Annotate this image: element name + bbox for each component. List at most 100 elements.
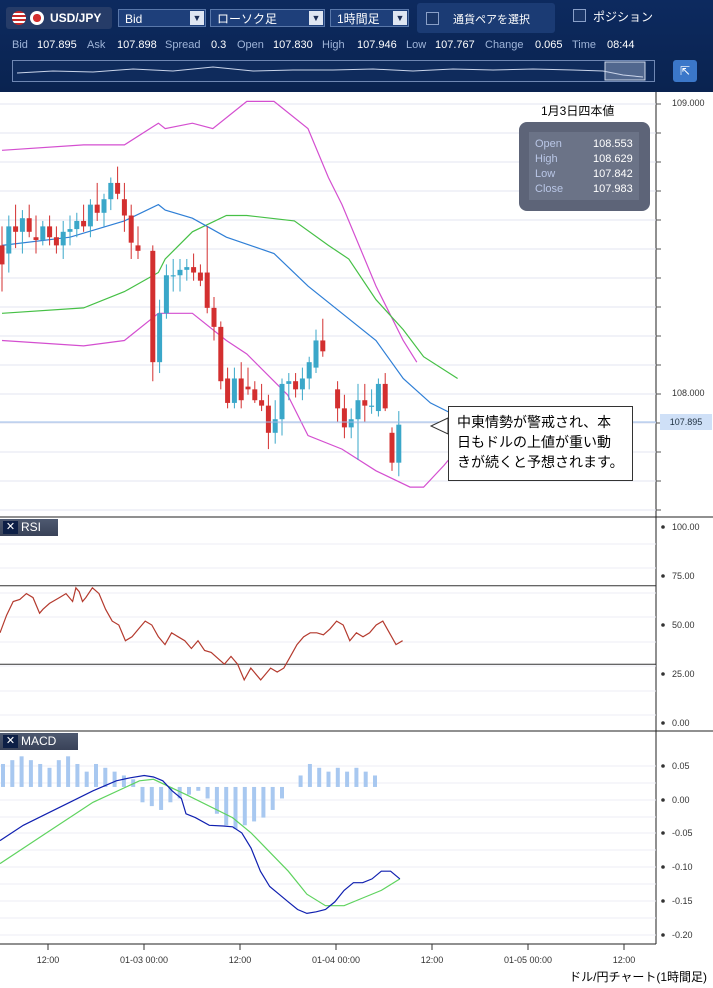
ohlc-inner: Open 108.553 High 108.629 Low 107.842 Cl… bbox=[529, 132, 639, 200]
navigator-jump-button[interactable]: ⇱ bbox=[673, 60, 697, 82]
rsi-tick-label: 75.00 bbox=[672, 571, 695, 581]
change-label: Change bbox=[485, 39, 524, 51]
candle-body bbox=[238, 378, 244, 401]
candle-body bbox=[348, 419, 354, 428]
price-tick-label: 109.000 bbox=[672, 98, 705, 108]
close-icon[interactable]: ✕ bbox=[3, 521, 18, 534]
price-type-select[interactable]: Bid ▼ bbox=[118, 9, 206, 27]
candle-body bbox=[252, 389, 258, 401]
ohlc-close-value: 107.983 bbox=[593, 183, 633, 195]
price-chart bbox=[0, 100, 656, 488]
axis-tick-dot bbox=[661, 721, 665, 725]
axis-tick-dot bbox=[661, 764, 665, 768]
candle-body bbox=[94, 204, 100, 213]
position-label: ポジション bbox=[593, 10, 654, 24]
macd-histogram-bar bbox=[94, 763, 98, 787]
time-tick-label: 12:00 bbox=[228, 955, 252, 965]
timeframe-value: 1時間足 bbox=[337, 12, 380, 26]
rsi-line bbox=[0, 586, 403, 682]
candle-body bbox=[245, 386, 251, 390]
time-tick-label: 01-04 00:00 bbox=[311, 955, 361, 965]
navigator-window[interactable] bbox=[604, 61, 646, 81]
candle-body bbox=[170, 275, 176, 277]
axis-tick-dot bbox=[661, 865, 665, 869]
ohlc-low-row: Low 107.842 bbox=[535, 168, 633, 180]
candle-body bbox=[87, 204, 93, 227]
chart-navigator[interactable] bbox=[12, 60, 655, 82]
macd-histogram-bar bbox=[103, 767, 108, 787]
macd-histogram-bar bbox=[187, 786, 191, 795]
bollinger-lower-line bbox=[1, 312, 459, 488]
candle-body bbox=[389, 432, 395, 463]
candle-body bbox=[218, 326, 224, 382]
candle-body bbox=[191, 267, 197, 273]
macd-histogram-bar bbox=[112, 771, 117, 787]
ohlc-close-label: Close bbox=[535, 183, 564, 195]
macd-histogram-bar bbox=[121, 775, 126, 787]
macd-histogram-bar bbox=[84, 771, 89, 787]
macd-tick-label: -0.15 bbox=[672, 896, 693, 906]
ohlc-close-row: Close 107.983 bbox=[535, 183, 633, 195]
chevron-down-icon: ▼ bbox=[309, 11, 323, 25]
candle-body bbox=[320, 340, 326, 352]
ohlc-open-row: Open 108.553 bbox=[535, 138, 633, 150]
axis-tick-dot bbox=[661, 672, 665, 676]
ohlc-open-value: 108.553 bbox=[593, 138, 633, 150]
candle-body bbox=[313, 340, 319, 368]
high-value: 107.946 bbox=[357, 39, 397, 51]
bollinger-middle-line bbox=[1, 214, 458, 380]
position-checkbox[interactable] bbox=[573, 9, 586, 22]
ask-value: 107.898 bbox=[117, 39, 157, 51]
change-value: 0.065 bbox=[535, 39, 563, 51]
currency-pair-selector[interactable]: USD/JPY bbox=[6, 7, 112, 29]
candle-body bbox=[259, 400, 265, 406]
chart-type-select[interactable]: ローソク足 ▼ bbox=[210, 9, 325, 27]
ohlc-low-label: Low bbox=[535, 168, 556, 180]
rsi-tick-label: 25.00 bbox=[672, 669, 695, 679]
candle-body bbox=[108, 182, 114, 200]
candle-body bbox=[81, 220, 87, 227]
candle-body bbox=[150, 250, 156, 363]
chart-footer-title: ドル/円チャート(1時間足) bbox=[569, 970, 707, 984]
timeframe-select[interactable]: 1時間足 ▼ bbox=[330, 9, 409, 27]
macd-histogram-bar bbox=[159, 786, 164, 810]
chart-type-value: ローソク足 bbox=[217, 12, 278, 26]
macd-panel-tag: ✕ MACD bbox=[0, 733, 78, 750]
macd-histogram-bar bbox=[38, 763, 43, 787]
macd-histogram-bar bbox=[307, 763, 312, 787]
macd-histogram-bar bbox=[56, 760, 61, 787]
candle-body bbox=[0, 245, 5, 265]
macd-histogram-bar bbox=[252, 786, 257, 822]
macd-histogram-bar bbox=[354, 767, 359, 787]
time-tick-label: 12:00 bbox=[36, 955, 60, 965]
candle-body bbox=[272, 419, 278, 433]
candle-body bbox=[184, 267, 190, 270]
currency-pair-label: USD/JPY bbox=[50, 11, 102, 25]
macd-histogram-bar bbox=[317, 767, 322, 787]
axis-tick-dot bbox=[661, 798, 665, 802]
ohlc-low-value: 107.842 bbox=[593, 168, 633, 180]
candle-body bbox=[375, 383, 381, 412]
select-pair-checkbox[interactable] bbox=[426, 12, 439, 25]
chart-toolbar: USD/JPY Bid ▼ ローソク足 ▼ 1時間足 ▼ 通貨ペアを選択 ポジシ… bbox=[0, 0, 713, 92]
macd-histogram-bar bbox=[75, 763, 80, 787]
close-icon[interactable]: ✕ bbox=[3, 735, 18, 748]
candle-body bbox=[396, 424, 402, 463]
candle-body bbox=[341, 408, 347, 428]
price-tick-label: 108.000 bbox=[672, 388, 705, 398]
axis-tick-dot bbox=[661, 933, 665, 937]
ohlc-panel: Open 108.553 High 108.629 Low 107.842 Cl… bbox=[519, 122, 650, 211]
macd-tick-label: -0.05 bbox=[672, 828, 693, 838]
candle-body bbox=[47, 226, 53, 238]
time-tick-label: 01-03 00:00 bbox=[119, 955, 169, 965]
candle-body bbox=[177, 269, 183, 276]
macd-histogram-bar bbox=[261, 786, 266, 818]
macd-histogram-bar bbox=[373, 775, 377, 787]
candle-body bbox=[382, 383, 388, 409]
candle-body bbox=[355, 400, 361, 420]
candle-body bbox=[225, 378, 231, 403]
ohlc-high-row: High 108.629 bbox=[535, 153, 633, 165]
macd-line bbox=[0, 774, 401, 915]
candle-body bbox=[19, 218, 25, 232]
select-pair-button[interactable]: 通貨ペアを選択 bbox=[417, 3, 555, 33]
